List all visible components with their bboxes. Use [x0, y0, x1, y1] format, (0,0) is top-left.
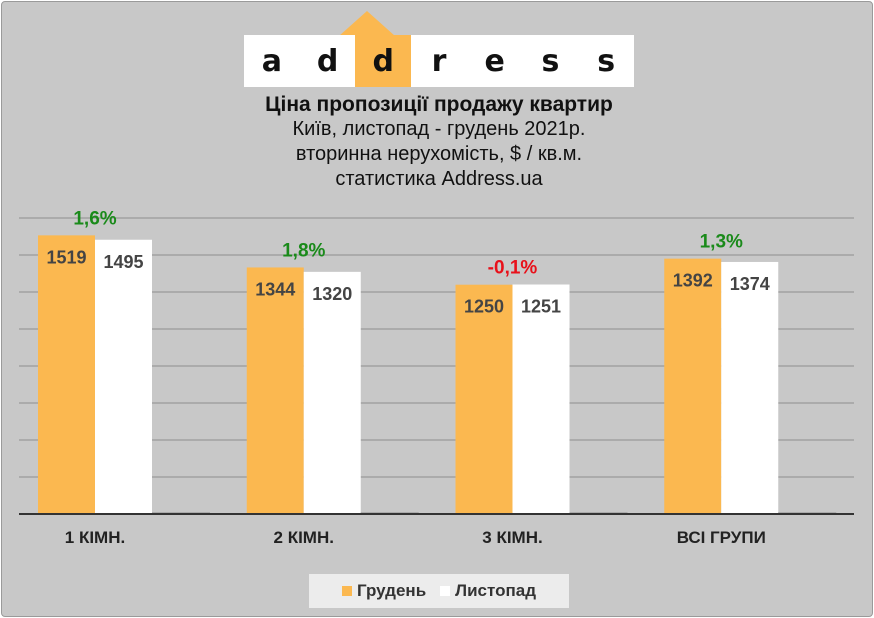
- logo-pointer: [339, 11, 395, 36]
- chart-subtitle-location: Київ, листопад - грудень 2021р.: [292, 118, 586, 140]
- legend-item-december: Грудень: [342, 581, 426, 601]
- chart-titles: Ціна пропозиції продажу квартир Київ, ли…: [2, 92, 872, 192]
- logo-letter: s: [541, 43, 560, 79]
- value-label-december: 1392: [673, 271, 713, 291]
- value-label-november: 1320: [312, 284, 352, 304]
- value-label-november: 1374: [730, 274, 770, 294]
- bar-november: [95, 239, 152, 514]
- logo-letter: d: [316, 43, 339, 79]
- bar-november: [303, 271, 361, 514]
- legend-label-december: Грудень: [357, 581, 427, 600]
- logo-letter: e: [484, 43, 505, 79]
- legend-label-november: Листопад: [455, 581, 536, 600]
- legend-item-november: Листопад: [440, 581, 536, 601]
- bar-december: [455, 284, 513, 514]
- logo-letter: r: [431, 43, 447, 79]
- value-label-december: 1344: [255, 279, 295, 299]
- value-label-december: 1519: [46, 247, 86, 267]
- change-label: 1,8%: [282, 240, 325, 261]
- bar-november: [721, 261, 779, 514]
- change-label: -0,1%: [488, 258, 538, 279]
- legend-swatch-november: [440, 586, 451, 596]
- change-label: 1,3%: [700, 232, 743, 253]
- value-label-november: 1251: [521, 297, 561, 317]
- category-label: ВСІ ГРУПИ: [677, 528, 766, 547]
- category-label: 2 КІМН.: [274, 528, 334, 547]
- logo-letter: a: [261, 43, 282, 79]
- value-label-november: 1495: [103, 252, 143, 272]
- chart-title: Ціна пропозиції продажу квартир: [265, 93, 613, 116]
- chart-legend: Грудень Листопад: [309, 574, 569, 608]
- bar-december: [38, 235, 95, 514]
- address-logo: a d d r e s s: [244, 35, 634, 87]
- chart-subtitle-source: статистика Address.ua: [335, 168, 543, 190]
- bar-december: [664, 258, 722, 514]
- category-label: 3 КІМН.: [482, 528, 542, 547]
- chart-subtitle-units: вторинна нерухомість, $ / кв.м.: [295, 143, 583, 165]
- logo-letter-accent: d: [355, 35, 412, 87]
- logo-letter: s: [597, 43, 616, 79]
- value-label-december: 1250: [464, 297, 504, 317]
- bar-november: [512, 284, 570, 514]
- category-label: 1 КІМН.: [65, 528, 125, 547]
- change-label: 1,6%: [73, 208, 116, 229]
- legend-swatch-december: [342, 586, 352, 596]
- bar-december: [246, 267, 304, 514]
